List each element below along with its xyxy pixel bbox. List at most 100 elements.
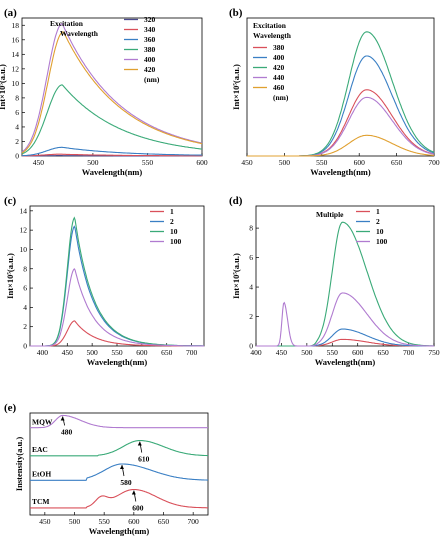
y-tick-label: 4 [23, 303, 27, 312]
legend-label: 380 [273, 43, 285, 52]
plot-frame [29, 412, 209, 516]
series-line-380 [21, 84, 203, 155]
series-line-TCM [30, 488, 208, 509]
series-line-MQW [30, 414, 208, 429]
x-tick-label: 700 [186, 348, 198, 357]
x-tick-label: 450 [241, 158, 253, 167]
x-axis-label: Wavelength(nm) [82, 167, 143, 177]
y-tick-label: 12 [12, 64, 20, 73]
x-axis-label: Wavelength(nm) [89, 526, 150, 536]
panel-b: (b)450 500 550 600 650 700Wavelength(nm)Int×1… [229, 7, 440, 177]
legend-unit: (nm) [273, 93, 289, 102]
x-tick-label: 550 [99, 517, 111, 526]
x-axis-label: Wavelength(nm) [310, 167, 371, 177]
x-tick-label: 500 [87, 348, 99, 357]
y-tick-label: 14 [12, 50, 20, 59]
x-tick-label: 450 [39, 517, 51, 526]
series-line-360 [22, 146, 202, 157]
legend-label: 2 [376, 217, 380, 226]
x-tick-label: 600 [128, 517, 140, 526]
panel-label: (c) [4, 195, 17, 207]
series-line-100 [256, 292, 435, 347]
y-tick-label: 2 [249, 312, 253, 321]
y-tick-label: 2 [23, 322, 27, 331]
x-tick-label: 650 [158, 517, 170, 526]
x-tick-label: 550 [316, 158, 328, 167]
x-tick-label: 750 [428, 348, 440, 357]
legend-label: 360 [144, 35, 156, 44]
legend-label: 320 [144, 15, 156, 24]
y-tick-label: 10 [12, 79, 20, 88]
x-tick-label: 600 [196, 158, 208, 167]
x-tick-label: 500 [301, 348, 313, 357]
panel-c: (c) 400 450 500 550 600 650 700 Wavelength(nm) 0 2… [4, 195, 205, 367]
x-axis-label: Wavelength(nm) [87, 357, 148, 367]
peak-annotation: 600 [132, 504, 144, 513]
panel-d: (d) 400 450 500 550 600 650 700 750 Wavelength(nm… [229, 195, 440, 367]
y-tick-label: 14 [20, 206, 28, 215]
legend-label: 1 [376, 207, 380, 216]
legend-label: 420 [273, 63, 285, 72]
x-tick-label: 650 [378, 348, 390, 357]
y-tick-label: 6 [15, 108, 19, 117]
peak-annotation: 610 [138, 455, 150, 464]
panel-label: (b) [229, 7, 243, 19]
arrow-head [131, 490, 136, 495]
legend-unit: (nm) [144, 75, 160, 84]
panel-a: (a)450 500 550 600Wavelength(nm)02468101214… [0, 7, 208, 177]
series-line-100 [30, 268, 204, 347]
x-tick-label: 700 [403, 348, 415, 357]
legend-title: Wavelength [253, 31, 292, 40]
y-tick-label: 4 [15, 122, 19, 131]
arrow-head [60, 416, 65, 421]
panel-label: (d) [229, 195, 243, 207]
x-tick-label: 450 [276, 348, 288, 357]
legend-label: 400 [144, 55, 156, 64]
y-tick-label: 12 [20, 226, 28, 235]
panel-label: (a) [4, 7, 17, 19]
x-tick-label: 550 [142, 158, 154, 167]
y-axis-label: Instensity(a.u.) [14, 437, 24, 491]
legend-label: 2 [170, 217, 174, 226]
series-line-EtOH [30, 463, 208, 481]
legend-label: 440 [273, 73, 285, 82]
x-tick-label: 550 [327, 348, 339, 357]
x-axis-label: Wavelength(nm) [315, 357, 376, 367]
x-tick-label: 600 [136, 348, 148, 357]
series-line-420 [21, 31, 203, 154]
y-tick-label: 10 [20, 245, 28, 254]
y-axis-label: Int×10⁵(a.u.) [231, 253, 241, 299]
x-tick-label: 500 [87, 158, 99, 167]
x-tick-label: 450 [62, 348, 74, 357]
series-label: TCM [32, 497, 50, 506]
x-tick-label: 500 [69, 517, 81, 526]
y-tick-label: 6 [249, 253, 253, 262]
y-tick-label: 0 [249, 342, 253, 351]
y-tick-label: 18 [12, 21, 20, 30]
series-line-10 [256, 221, 434, 347]
plot-frame [255, 205, 435, 347]
x-tick-label: 650 [391, 158, 403, 167]
y-tick-label: 8 [249, 224, 253, 233]
x-tick-label: 700 [188, 517, 200, 526]
legend-label: 100 [376, 237, 388, 246]
y-tick-label: 0 [15, 152, 19, 161]
series-label: EAC [32, 445, 48, 454]
legend-title: Multiple [316, 210, 344, 219]
x-tick-label: 550 [111, 348, 123, 357]
y-tick-label: 2 [15, 137, 19, 146]
x-tick-label: 400 [250, 348, 262, 357]
plot-frame [246, 17, 435, 157]
y-axis-label: Int×10⁵(a.u.) [231, 64, 241, 110]
panel-label: (e) [4, 402, 17, 414]
legend-label: 420 [144, 65, 156, 74]
x-tick-label: 700 [428, 158, 440, 167]
plot-frame [29, 205, 205, 347]
x-tick-label: 500 [279, 158, 291, 167]
y-axis-label: Int×10⁵(a.u.) [5, 253, 15, 299]
y-tick-label: 16 [12, 35, 20, 44]
series-label: EtOH [32, 469, 51, 478]
y-tick-label: 8 [23, 264, 27, 273]
legend-label: 460 [273, 83, 285, 92]
